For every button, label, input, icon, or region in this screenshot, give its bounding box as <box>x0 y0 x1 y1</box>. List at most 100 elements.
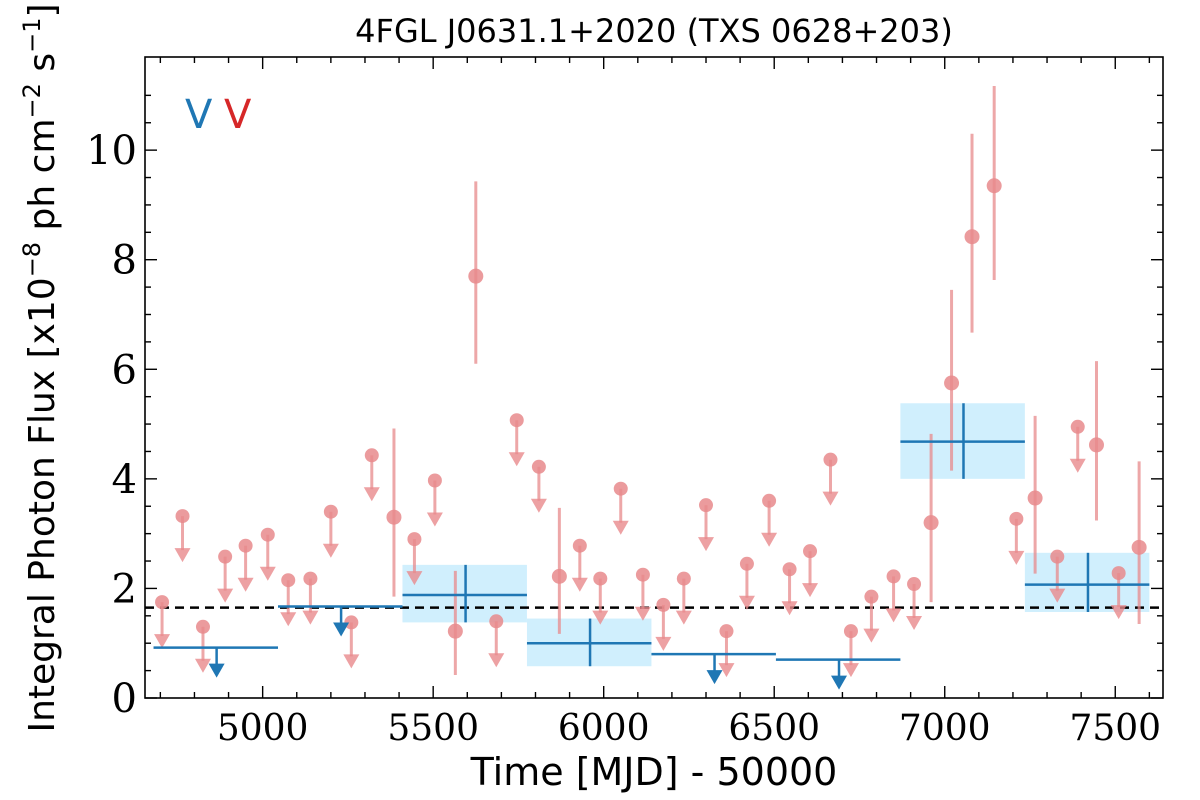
short-bin-ul-point-1 <box>175 509 190 524</box>
short-bin-ul-point-4 <box>238 538 253 553</box>
y-axis-label-prefix: Integral Photon Flux [x10 <box>22 277 63 732</box>
short-bin-ul-arrow-0 <box>154 634 171 649</box>
short-bin-ul-point-7 <box>303 571 318 586</box>
short-bin-ul-arrow-6 <box>280 612 297 627</box>
legend-marker-long: V <box>185 92 213 138</box>
short-bin-ul-arrow-8 <box>322 543 339 558</box>
short-bin-point-8 <box>1027 490 1043 506</box>
short-bin-ul-arrow-12 <box>426 512 443 527</box>
short-bin-ul-arrow-27 <box>802 583 819 598</box>
short-bin-point-5 <box>944 375 960 391</box>
short-bin-ul-arrow-11 <box>406 571 423 586</box>
short-bin-ul-point-22 <box>699 498 714 513</box>
short-bin-ul-point-11 <box>407 532 422 547</box>
chart-title: 4FGL J0631.1+2020 (TXS 0628+203) <box>355 12 953 50</box>
long-bin-ul-arrow-1 <box>333 622 350 637</box>
short-bin-ul-arrow-3 <box>217 588 234 603</box>
short-bin-ul-point-15 <box>531 459 546 474</box>
short-bin-ul-arrow-2 <box>194 658 211 673</box>
short-bin-ul-arrow-29 <box>842 663 859 678</box>
short-bin-ul-arrow-4 <box>237 577 254 592</box>
short-bin-ul-point-16 <box>572 538 587 553</box>
short-bin-point-4 <box>923 515 939 531</box>
short-bin-layer <box>154 86 1147 678</box>
short-bin-ul-arrow-34 <box>1049 588 1066 603</box>
short-bin-ul-arrow-18 <box>612 520 629 535</box>
short-bin-point-2 <box>468 268 484 284</box>
legend-marker-short: V <box>224 92 252 138</box>
y-tick-label-1: 2 <box>112 566 137 612</box>
x-tick-label-1: 5500 <box>387 708 479 749</box>
short-bin-ul-arrow-5 <box>259 566 276 581</box>
long-bin-ul-arrow-0 <box>208 663 225 678</box>
short-bin-ul-arrow-22 <box>698 537 715 552</box>
short-bin-ul-arrow-33 <box>1008 550 1025 565</box>
short-bin-point-10 <box>1131 539 1147 555</box>
short-bin-ul-point-29 <box>843 624 858 639</box>
short-bin-ul-arrow-32 <box>906 616 923 631</box>
short-bin-point-6 <box>964 229 980 245</box>
short-bin-ul-point-34 <box>1050 549 1065 564</box>
plot-frame <box>144 56 1164 699</box>
short-bin-ul-point-13 <box>489 614 504 629</box>
short-bin-ul-arrow-26 <box>781 601 798 616</box>
short-bin-ul-arrow-31 <box>885 608 902 623</box>
short-bin-ul-point-31 <box>886 569 901 584</box>
long-bin-ul-arrow-2 <box>706 670 723 685</box>
y-axis-label: Integral Photon Flux [x10−8 ph cm−2 s−1] <box>18 3 63 732</box>
short-bin-ul-point-0 <box>155 595 170 610</box>
short-bin-ul-arrow-14 <box>508 452 525 467</box>
short-bin-ul-point-2 <box>195 619 210 634</box>
y-axis-label-exp2: −2 <box>18 83 46 118</box>
short-bin-ul-point-21 <box>676 571 691 586</box>
y-axis-label-exp1: −8 <box>18 242 46 277</box>
x-tick-label-5: 7500 <box>1069 708 1161 749</box>
short-bin-point-7 <box>986 178 1002 194</box>
short-bin-ul-point-5 <box>260 527 275 542</box>
short-bin-ul-arrow-16 <box>571 577 588 592</box>
tick-layer: 5000 5500 6000 6500 7000 7500 0 2 4 6 8 10 <box>86 57 1163 749</box>
short-bin-ul-arrow-1 <box>174 548 191 563</box>
short-bin-ul-arrow-21 <box>675 610 692 625</box>
y-axis-label-mid: ph cm <box>22 118 63 241</box>
short-bin-ul-point-30 <box>864 589 879 604</box>
short-bin-ul-point-35 <box>1070 419 1085 434</box>
short-bin-ul-point-18 <box>613 481 628 496</box>
short-bin-point-9 <box>1088 437 1104 453</box>
y-tick-label-2: 4 <box>112 457 137 503</box>
short-bin-ul-point-33 <box>1009 511 1024 526</box>
short-bin-ul-point-12 <box>427 473 442 488</box>
x-tick-label-3: 6500 <box>728 708 820 749</box>
short-bin-point-0 <box>386 509 402 525</box>
short-bin-ul-point-14 <box>509 413 524 428</box>
short-bin-point-1 <box>447 623 463 639</box>
short-bin-ul-arrow-35 <box>1069 458 1086 473</box>
x-tick-label-4: 7000 <box>899 708 991 749</box>
y-tick-label-5: 10 <box>86 128 137 174</box>
y-axis-label-end: s <box>22 53 63 83</box>
short-bin-ul-point-9 <box>344 615 359 630</box>
short-bin-ul-point-36 <box>1111 566 1126 581</box>
short-bin-ul-point-10 <box>364 448 379 463</box>
short-bin-ul-arrow-7 <box>302 610 319 625</box>
short-bin-ul-point-26 <box>782 562 797 577</box>
short-bin-ul-arrow-10 <box>363 487 380 502</box>
y-tick-label-3: 6 <box>112 347 137 393</box>
y-tick-label-4: 8 <box>112 238 137 284</box>
short-bin-ul-arrow-9 <box>343 654 360 669</box>
legend: V V <box>185 92 252 138</box>
short-bin-ul-point-32 <box>907 577 922 592</box>
short-bin-ul-point-20 <box>656 597 671 612</box>
short-bin-ul-arrow-28 <box>822 491 839 506</box>
y-axis-label-close: ] <box>22 3 63 17</box>
short-bin-ul-point-28 <box>823 452 838 467</box>
x-axis-label: Time [MJD] - 50000 <box>470 750 838 794</box>
short-bin-ul-arrow-23 <box>718 663 735 678</box>
short-bin-ul-point-25 <box>762 493 777 508</box>
short-bin-ul-point-17 <box>593 571 608 586</box>
x-tick-label-2: 6000 <box>558 708 650 749</box>
short-bin-ul-arrow-15 <box>530 498 547 513</box>
short-bin-ul-arrow-13 <box>488 653 505 668</box>
short-bin-ul-arrow-24 <box>738 595 755 610</box>
